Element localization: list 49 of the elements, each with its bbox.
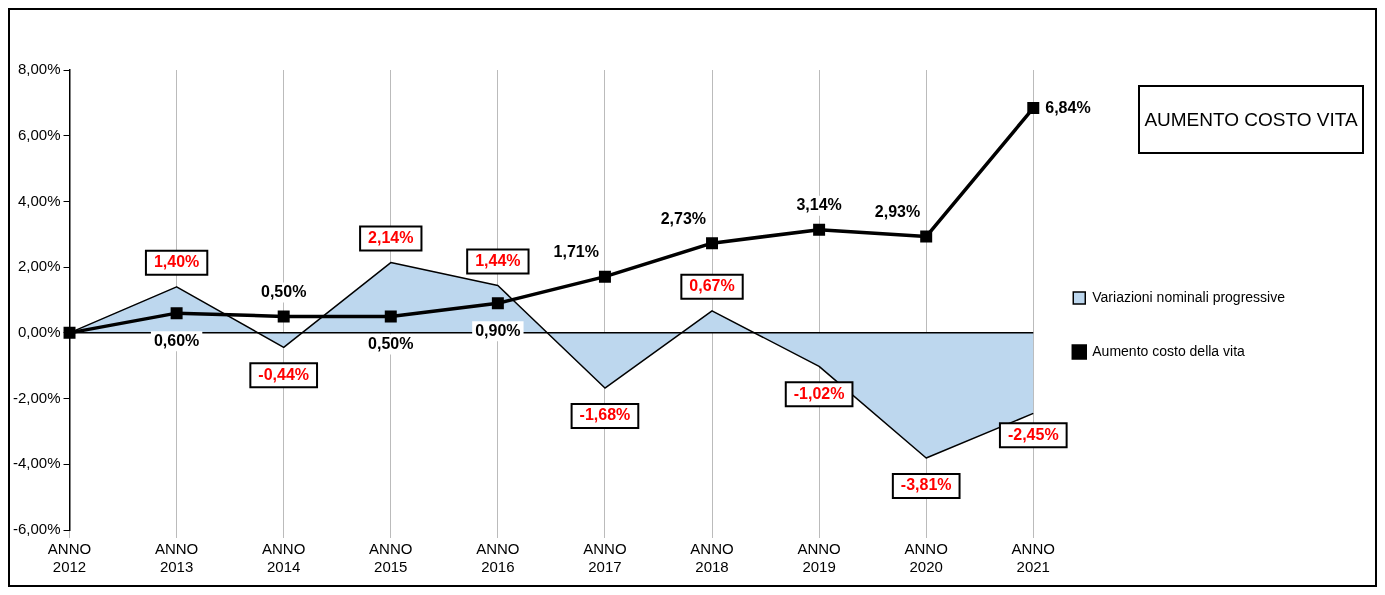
point xyxy=(706,237,719,250)
data-label: 1,44% xyxy=(475,251,521,269)
point xyxy=(170,307,183,320)
data-label: -3,81% xyxy=(900,476,952,494)
point xyxy=(491,297,504,310)
data-label: -2,45% xyxy=(1007,425,1059,443)
y-tick-label: 4,00% xyxy=(17,191,61,209)
y-tick-label: -2,00% xyxy=(13,388,61,406)
x-tick-label: ANNO 2016 xyxy=(476,540,520,576)
data-label: -1,68% xyxy=(579,406,631,424)
y-tick-label: 2,00% xyxy=(17,257,61,275)
legend-label: Aumento costo della vita xyxy=(1092,342,1246,359)
data-label: 0,50% xyxy=(368,334,414,352)
data-label: 2,73% xyxy=(660,209,707,227)
point xyxy=(813,223,826,236)
point xyxy=(384,310,397,323)
data-label: 1,40% xyxy=(153,253,200,271)
x-tick-label: ANNO 2013 xyxy=(154,540,199,576)
point xyxy=(598,270,611,283)
x-tick-label: ANNO 2015 xyxy=(369,540,413,576)
point xyxy=(920,230,933,243)
point xyxy=(277,310,290,323)
x-tick-label: ANNO 2020 xyxy=(904,540,948,576)
data-label: 0,60% xyxy=(153,331,200,349)
y-tick-label: 6,00% xyxy=(17,125,61,143)
y-tick-label: 0,00% xyxy=(17,323,61,340)
x-tick-label: ANNO 2017 xyxy=(583,540,627,576)
data-label: 0,67% xyxy=(689,277,735,295)
data-label: 0,90% xyxy=(475,321,521,339)
y-tick-label: 8,00% xyxy=(17,60,61,78)
data-label: 0,50% xyxy=(261,282,307,300)
x-tick-label: ANNO 2014 xyxy=(262,540,306,576)
y-tick-label: -6,00% xyxy=(13,520,61,538)
data-label: 2,14% xyxy=(368,228,414,246)
legend-label: Variazioni nominali progressive xyxy=(1092,288,1286,305)
data-label: 2,93% xyxy=(874,202,921,220)
x-tick-label: ANNO 2021 xyxy=(1011,540,1055,576)
data-label: 1,71% xyxy=(553,243,599,261)
data-label: -0,44% xyxy=(258,365,310,383)
y-tick-label: -4,00% xyxy=(13,454,61,472)
data-label: -1,02% xyxy=(793,384,845,402)
text: AUMENTO COSTO VITA xyxy=(1138,85,1364,154)
data-label: 6,84% xyxy=(1045,98,1091,116)
point xyxy=(1027,102,1040,115)
x-tick-label: ANNO 2019 xyxy=(797,540,841,576)
point xyxy=(63,326,76,339)
x-tick-label: ANNO 2018 xyxy=(690,540,734,576)
data-label: 3,14% xyxy=(796,196,842,214)
x-tick-label: ANNO 2012 xyxy=(47,540,92,576)
